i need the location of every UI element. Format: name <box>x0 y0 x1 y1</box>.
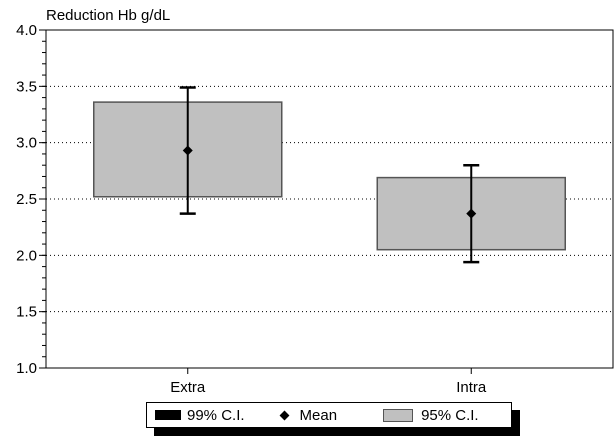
legend-item-ci99: 99% C.I. <box>147 407 245 424</box>
y-tick-label: 2.5 <box>16 191 37 208</box>
y-tick-label: 3.5 <box>16 78 37 95</box>
y-tick-label: 1.5 <box>16 304 37 321</box>
y-tick-label: 4.0 <box>16 22 37 39</box>
x-axis: Extra Intra <box>170 368 487 396</box>
ci99-swatch <box>155 410 181 420</box>
y-axis-label: Reduction Hb g/dL <box>46 7 170 24</box>
legend-item-mean: Mean <box>245 406 338 424</box>
mean-marker <box>466 208 477 219</box>
mean-marker <box>182 145 193 156</box>
ci95-swatch <box>383 408 414 422</box>
boxes <box>93 86 566 264</box>
box-group <box>93 86 283 215</box>
x-tick-label: Extra <box>170 379 206 396</box>
legend-label-ci99: 99% C.I. <box>187 406 245 424</box>
legend: 99% C.I. Mean 95% C.I. <box>146 402 512 428</box>
legend-label-ci95: 95% C.I. <box>421 406 479 424</box>
x-tick-label: Intra <box>456 379 487 396</box>
legend-item-ci95: 95% C.I. <box>337 407 479 424</box>
y-tick-label: 2.0 <box>16 247 37 264</box>
box-group <box>376 163 566 264</box>
y-tick-label: 3.0 <box>16 135 37 152</box>
y-tick-label: 1.0 <box>16 360 37 377</box>
mean-diamond-icon <box>279 410 289 420</box>
y-axis: 1.0 1.5 2.0 2.5 3.0 3.5 4.0 <box>16 22 46 377</box>
legend-label-mean: Mean <box>299 406 338 424</box>
